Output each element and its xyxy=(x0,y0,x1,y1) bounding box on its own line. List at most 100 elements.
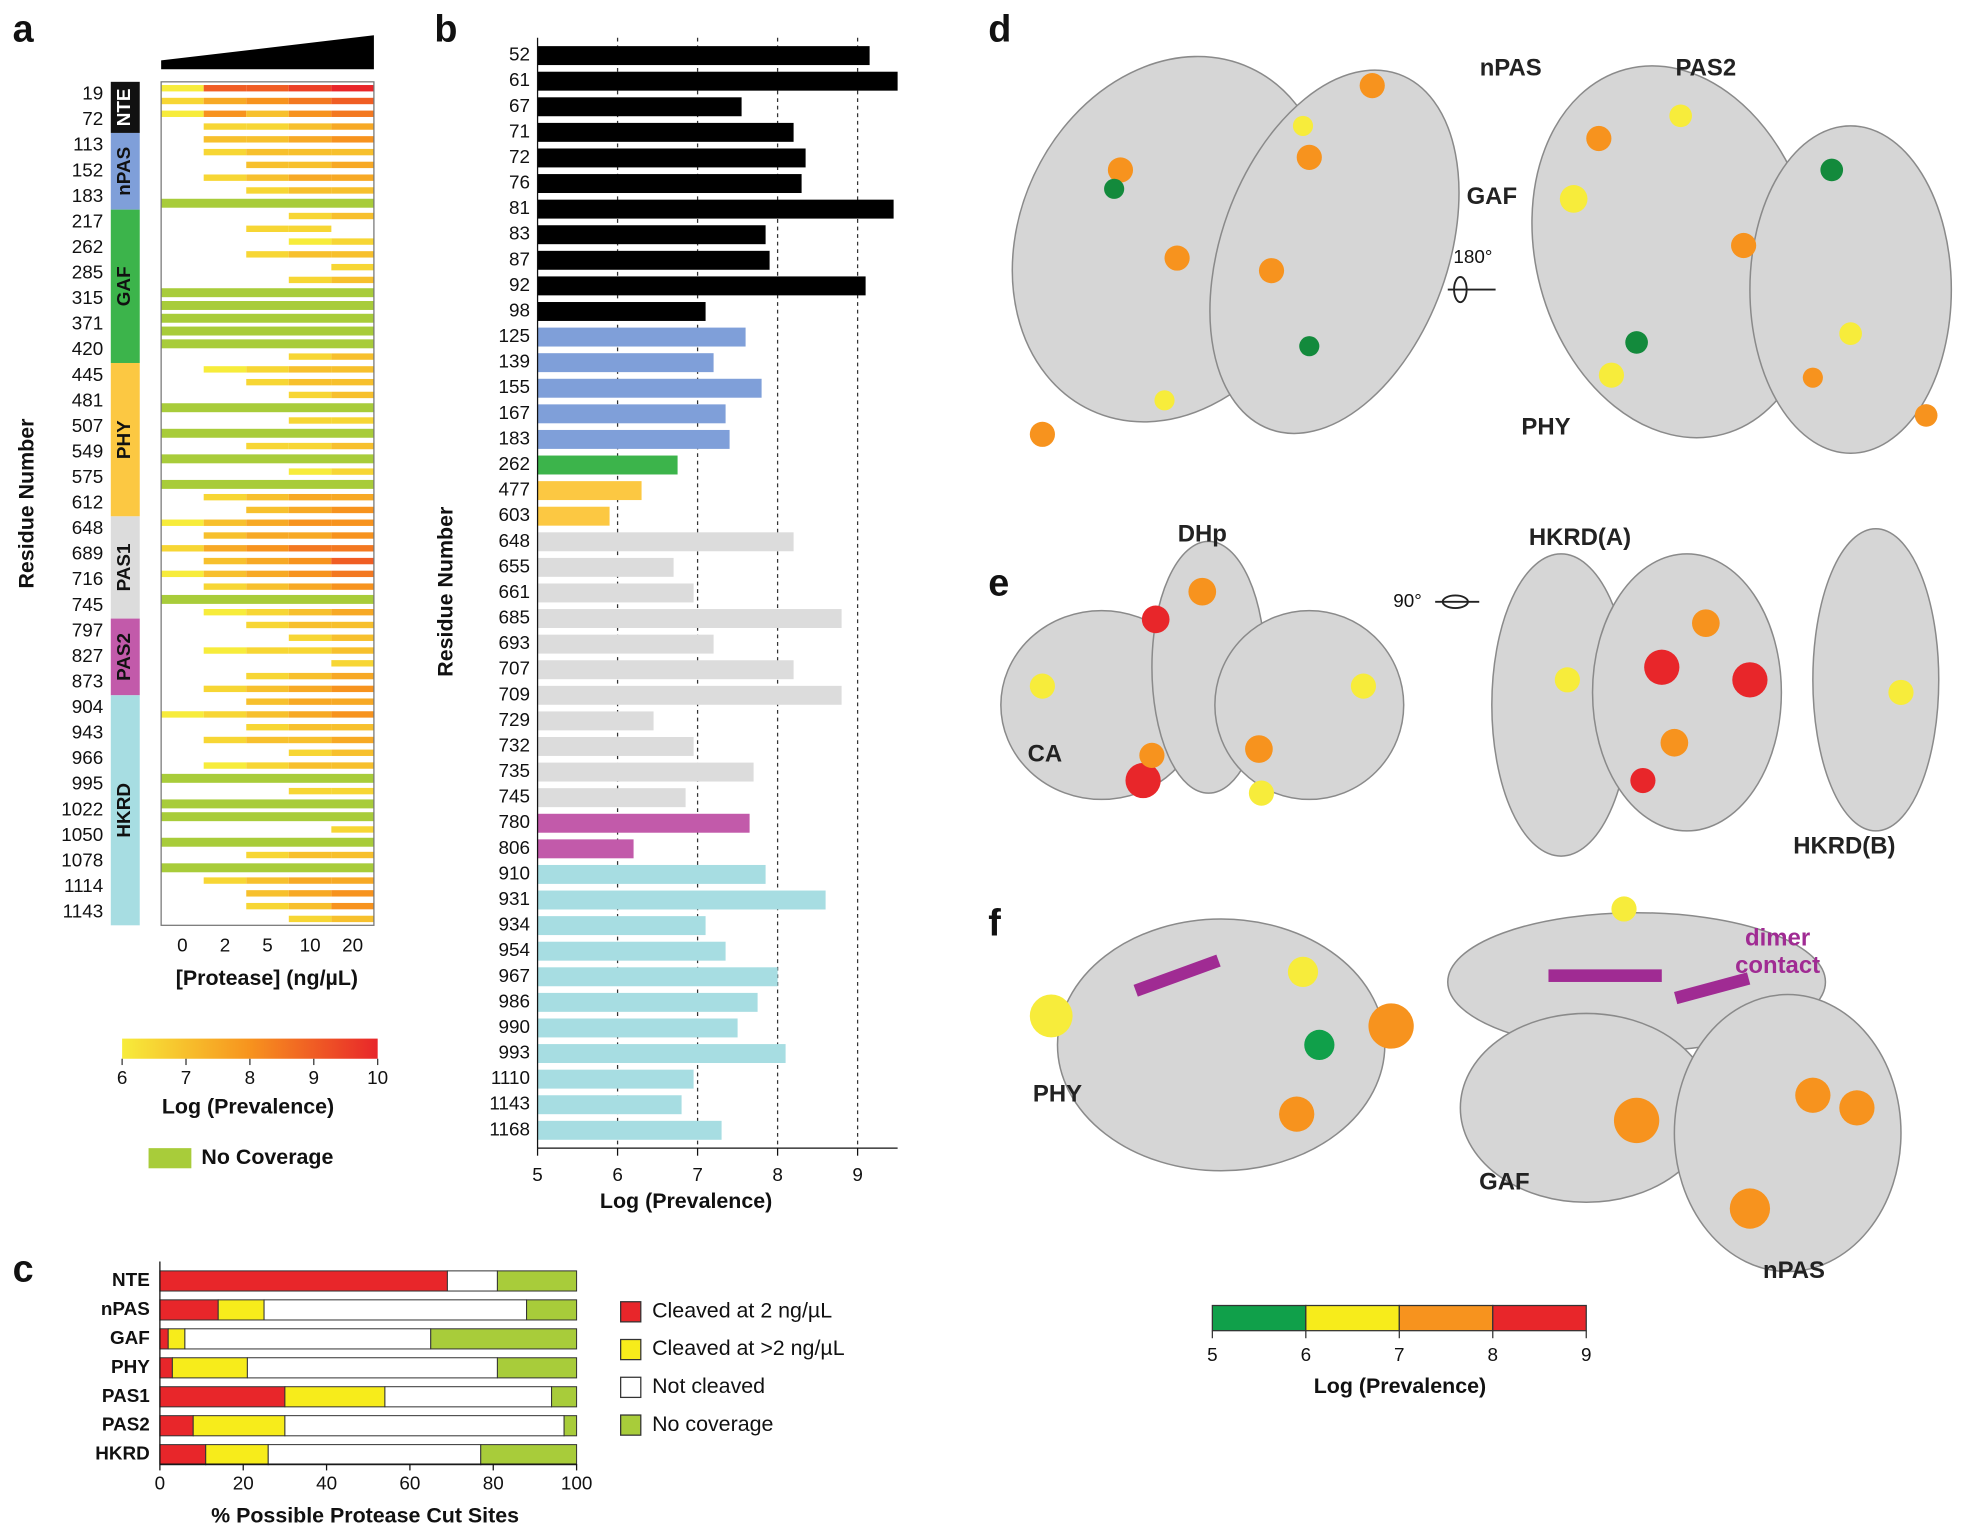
bar-segment xyxy=(430,1328,578,1350)
heat-cell xyxy=(288,366,332,373)
bar xyxy=(537,711,654,731)
heat-cell xyxy=(288,110,332,117)
heat-cell xyxy=(288,493,332,501)
heat-cell xyxy=(288,685,332,693)
heat-cell xyxy=(288,148,332,156)
y-tick-label: 1110 xyxy=(491,1068,530,1089)
y-tick-label: 732 xyxy=(499,735,531,756)
bar-segment xyxy=(159,1270,448,1292)
bar xyxy=(537,71,898,91)
bar xyxy=(537,660,794,680)
domain-label: NTE xyxy=(114,89,135,127)
y-tick-label: 72 xyxy=(82,109,103,130)
heat-cell xyxy=(203,557,247,565)
heat-cell xyxy=(246,148,289,156)
bar xyxy=(537,404,726,424)
y-tick-label: 481 xyxy=(72,390,104,411)
domain-bar xyxy=(110,132,140,210)
heat-cell xyxy=(288,212,332,220)
heat-cell xyxy=(203,685,247,693)
heat-cell xyxy=(288,609,332,616)
y-tick-label: 716 xyxy=(72,569,104,590)
heat-cell xyxy=(246,174,289,181)
legend-swatch xyxy=(620,1414,642,1436)
heat-cell xyxy=(161,519,204,526)
heat-cell xyxy=(331,570,374,578)
bar xyxy=(537,685,842,705)
heat-cell xyxy=(246,97,289,105)
y-tick-label: 780 xyxy=(499,812,531,833)
heat-cell xyxy=(246,545,289,552)
legend-label: Cleaved at 2 ng/µL xyxy=(652,1298,832,1322)
heat-cell xyxy=(246,110,289,117)
heat-cell xyxy=(288,136,332,143)
category-label: NTE xyxy=(112,1270,150,1291)
bar xyxy=(537,455,678,475)
structure-e xyxy=(1000,527,1940,857)
heat-cell xyxy=(288,570,332,578)
heat-cell xyxy=(246,123,289,130)
x-tick-label: 7 xyxy=(692,1165,703,1186)
bar-segment xyxy=(496,1270,578,1292)
heat-cell xyxy=(288,378,332,386)
heat-cell xyxy=(331,391,374,399)
bar-segment xyxy=(217,1299,265,1321)
y-tick-label: 507 xyxy=(72,416,104,437)
bar-segment xyxy=(192,1415,286,1437)
heat-cell xyxy=(288,583,332,590)
heat-cell xyxy=(288,545,332,552)
heat-cell xyxy=(246,672,289,680)
bar-segment xyxy=(496,1357,578,1379)
heat-cell xyxy=(246,762,289,769)
bar xyxy=(537,788,686,808)
heat-cell xyxy=(203,762,247,769)
domain-label: PAS2 xyxy=(114,633,135,681)
y-tick-label: 81 xyxy=(509,198,530,219)
structure-label: PHY xyxy=(1033,1081,1082,1108)
bar xyxy=(537,250,770,270)
y-tick-label: 966 xyxy=(72,748,104,769)
bar xyxy=(537,532,794,552)
structure-label: nPAS xyxy=(1480,55,1542,82)
y-axis-label: Residue Number xyxy=(434,507,458,677)
bar-segment xyxy=(205,1444,269,1466)
heat-cell xyxy=(246,851,289,859)
heat-cell xyxy=(161,110,204,117)
y-tick-label: 931 xyxy=(499,889,531,910)
no-coverage-row xyxy=(161,326,374,336)
y-tick-label: 745 xyxy=(72,595,104,616)
heat-cell xyxy=(331,353,374,360)
y-tick-label: 806 xyxy=(499,838,531,859)
colorbar-tick-label: 10 xyxy=(367,1068,388,1089)
heat-cell xyxy=(288,506,332,514)
panel-letter: e xyxy=(988,562,1009,604)
bar xyxy=(537,122,794,142)
category-label: PHY xyxy=(111,1357,150,1378)
y-tick-label: 52 xyxy=(509,45,530,66)
heat-cell xyxy=(288,123,332,130)
heat-cell xyxy=(203,711,247,718)
panel-letter: f xyxy=(988,902,1001,944)
heat-cell xyxy=(203,97,247,105)
structure-label: dimer xyxy=(1745,924,1810,951)
heat-cell xyxy=(203,736,247,744)
legend-label: No coverage xyxy=(652,1412,773,1436)
y-tick-label: 113 xyxy=(73,135,103,156)
domain-bar xyxy=(110,618,140,696)
heat-cell xyxy=(288,672,332,680)
bar xyxy=(537,762,754,782)
structure-d xyxy=(1011,55,1953,454)
heat-cell xyxy=(246,442,289,450)
panel-letter: c xyxy=(13,1248,34,1290)
heat-cell xyxy=(288,851,332,859)
y-tick-label: 689 xyxy=(72,544,104,565)
heat-cell xyxy=(246,890,289,897)
heat-cell xyxy=(331,851,374,859)
y-tick-label: 139 xyxy=(499,352,531,373)
heat-cell xyxy=(246,251,289,258)
heat-cell xyxy=(288,890,332,897)
domain-bar xyxy=(110,209,140,363)
y-tick-label: 262 xyxy=(72,237,104,258)
bar xyxy=(537,737,694,756)
bar-segment xyxy=(159,1444,207,1466)
